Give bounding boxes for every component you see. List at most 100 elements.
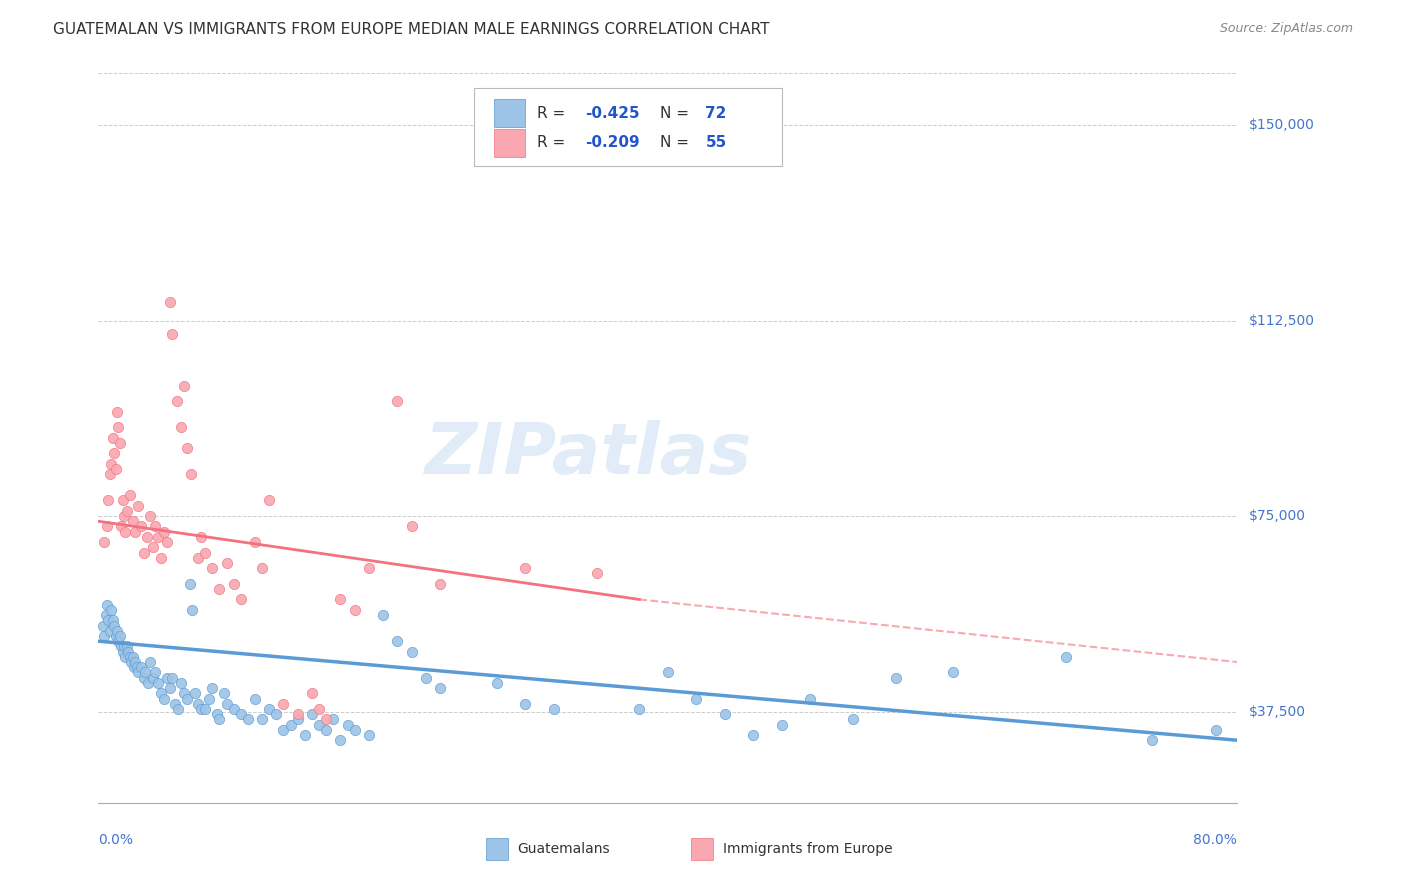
Point [118,488,141,502]
Point [153,691,176,706]
Point [132,545,155,559]
Point [308,702,330,716]
Point [110,519,132,533]
Text: $75,000: $75,000 [1249,509,1305,523]
Point [105,405,128,419]
Point [165,697,187,711]
Point [129,519,152,533]
Point [415,671,437,685]
Point [173,686,195,700]
Point [141,671,163,685]
Point [104,629,127,643]
FancyBboxPatch shape [474,88,782,166]
Point [167,702,190,716]
Point [301,707,323,722]
Point [229,707,252,722]
Point [190,702,212,716]
Point [112,640,135,654]
Point [243,691,266,706]
Point [184,686,207,700]
Point [107,634,129,648]
Text: $37,500: $37,500 [1249,705,1305,719]
Point [117,644,139,658]
Text: Source: ZipAtlas.com: Source: ZipAtlas.com [1219,22,1353,36]
Point [162,671,184,685]
Point [222,702,245,716]
Point [1056,649,1078,664]
Point [259,702,281,716]
Point [103,618,125,632]
Point [98,624,121,638]
Point [145,665,167,680]
Point [515,561,537,575]
Point [273,723,295,737]
Point [101,431,124,445]
Point [148,530,170,544]
Point [201,561,224,575]
Point [770,717,793,731]
Point [127,499,149,513]
Point [357,561,380,575]
Point [799,691,821,706]
Point [215,697,238,711]
Text: -0.209: -0.209 [585,136,640,150]
Point [110,640,132,654]
Point [170,420,193,434]
Point [145,519,167,533]
Point [1205,723,1227,737]
Point [201,681,224,695]
Point [136,676,159,690]
Point [176,691,198,706]
Point [179,577,201,591]
Text: 80.0%: 80.0% [1194,833,1237,847]
Point [180,467,202,482]
Point [585,566,607,581]
Point [96,519,118,533]
Point [250,561,273,575]
Point [108,436,131,450]
Point [190,530,212,544]
Point [93,535,115,549]
Text: N =: N = [659,105,693,120]
Point [657,665,679,680]
Point [401,519,423,533]
Point [685,691,707,706]
Point [215,556,238,570]
Text: GUATEMALAN VS IMMIGRANTS FROM EUROPE MEDIAN MALE EARNINGS CORRELATION CHART: GUATEMALAN VS IMMIGRANTS FROM EUROPE MED… [53,22,770,37]
Text: R =: R = [537,136,569,150]
Point [115,504,138,518]
Point [93,629,115,643]
Point [280,717,302,731]
Point [187,697,209,711]
Point [401,644,423,658]
Point [173,378,195,392]
Point [181,603,204,617]
Point [250,712,273,726]
Point [343,603,366,617]
Point [287,712,309,726]
Point [91,618,114,632]
Point [486,676,509,690]
Point [429,577,451,591]
Point [301,686,323,700]
Point [315,712,337,726]
Point [429,681,451,695]
Point [373,608,395,623]
Point [94,608,117,623]
Point [176,442,198,456]
Point [198,691,221,706]
FancyBboxPatch shape [485,838,509,860]
Point [156,671,179,685]
Point [105,624,128,638]
Text: N =: N = [659,136,693,150]
Text: Guatemalans: Guatemalans [517,842,610,855]
Point [97,493,120,508]
Point [315,723,337,737]
Text: -0.425: -0.425 [585,105,640,120]
Point [259,493,281,508]
FancyBboxPatch shape [690,838,713,860]
Point [194,545,217,559]
Point [1140,733,1163,747]
Point [100,603,122,617]
FancyBboxPatch shape [494,128,526,157]
